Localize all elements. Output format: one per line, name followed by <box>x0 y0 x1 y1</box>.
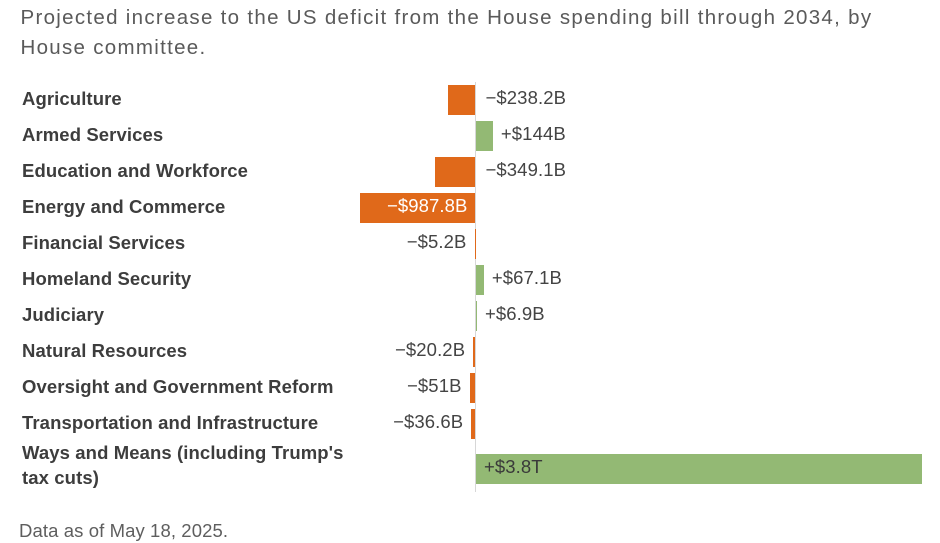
value-label: −$20.2B <box>395 339 466 360</box>
category-label: Financial Services <box>22 231 186 253</box>
bar-positive <box>476 301 477 331</box>
category-label: Judiciary <box>22 303 105 325</box>
bar-negative <box>473 337 476 367</box>
value-label: −$36.6B <box>393 411 464 432</box>
bar-positive <box>476 454 922 484</box>
value-label: −$238.2B <box>485 87 567 108</box>
bar-positive <box>476 121 493 151</box>
zero-axis-line <box>475 82 476 492</box>
category-label: Armed Services <box>22 123 164 145</box>
bar-negative <box>359 193 476 223</box>
chart-title: Projected increase to the US deficit fro… <box>20 6 873 59</box>
category-label: Energy and Commerce <box>22 195 226 217</box>
value-label: −$51B <box>407 375 462 396</box>
chart-row: Ways and Means (including Trump's tax cu… <box>0 442 940 492</box>
bar-chart: Agriculture −$238.2B Armed Services +$144B E… <box>0 82 940 492</box>
category-label: Ways and Means (including Trump's tax cu… <box>22 442 344 488</box>
value-label: −$987.8B <box>386 195 468 216</box>
chart-row: Judiciary +$6.9B <box>0 298 940 334</box>
bar-negative <box>474 229 476 259</box>
category-label: Education and Workforce <box>22 159 249 181</box>
category-label: Transportation and Infrastructure <box>22 411 319 433</box>
value-label: +$3.8T <box>484 456 543 477</box>
value-label: −$5.2B <box>406 231 467 252</box>
category-label: Oversight and Government Reform <box>22 375 334 397</box>
value-label: +$6.9B <box>485 303 545 324</box>
chart-row: Transportation and Infrastructure −$36.6B <box>0 406 940 442</box>
bar-negative <box>447 85 476 115</box>
bar-positive <box>476 265 484 295</box>
value-label: +$67.1B <box>491 267 562 288</box>
bar-negative <box>434 157 476 187</box>
chart-row: Financial Services −$5.2B <box>0 226 940 262</box>
chart-row: Education and Workforce −$349.1B <box>0 154 940 190</box>
chart-row: Energy and Commerce −$987.8B <box>0 190 940 226</box>
footer-source-note: Data as of May 18, 2025. <box>19 520 229 541</box>
bar-negative <box>471 409 476 439</box>
value-label: +$144B <box>500 123 566 144</box>
category-label: Homeland Security <box>22 267 192 289</box>
chart-row: Armed Services +$144B <box>0 118 940 154</box>
category-label: Agriculture <box>22 87 122 109</box>
chart-row: Agriculture −$238.2B <box>0 82 940 118</box>
value-label: −$349.1B <box>485 159 567 180</box>
bar-negative <box>469 373 476 403</box>
chart-row: Homeland Security +$67.1B <box>0 262 940 298</box>
chart-row: Natural Resources −$20.2B <box>0 334 940 370</box>
chart-row: Oversight and Government Reform −$51B <box>0 370 940 406</box>
category-label: Natural Resources <box>22 339 188 361</box>
